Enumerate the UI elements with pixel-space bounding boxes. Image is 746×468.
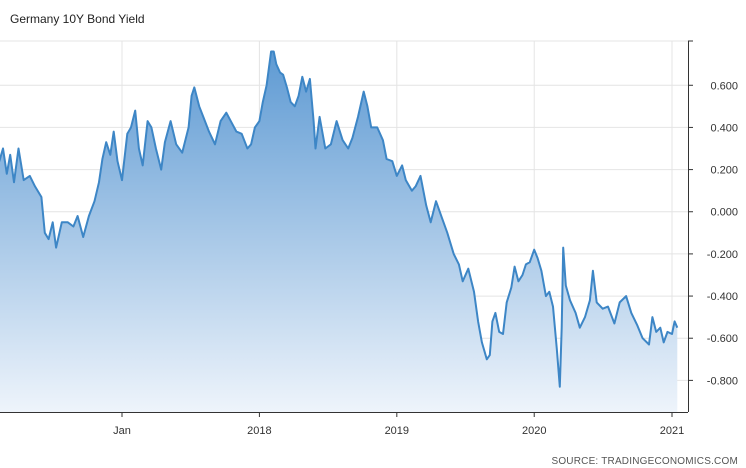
x-tick-label: 2020 — [522, 425, 546, 437]
source-label: SOURCE: TRADINGECONOMICS.COM — [551, 456, 738, 467]
axes — [0, 41, 689, 413]
y-tick-label: 0.200 — [710, 165, 738, 177]
x-axis-ticks: Jan 2018 2019 2020 2021 — [113, 412, 684, 437]
y-tick-label: -0.800 — [707, 375, 738, 387]
x-tick-label: Jan — [113, 425, 131, 437]
yield-series-line — [0, 50, 679, 388]
yield-area-fill — [0, 51, 678, 412]
y-tick-label: 0.000 — [710, 207, 738, 219]
y-tick-label: 0.400 — [710, 122, 738, 134]
x-tick-label: 2019 — [385, 425, 409, 437]
y-tick-label: 0.600 — [710, 80, 738, 92]
chart-title: Germany 10Y Bond Yield — [10, 12, 145, 26]
x-tick-label: 2021 — [660, 425, 684, 437]
y-axis-ticks: 0.600 0.400 0.200 0.000 -0.200 -0.400 -0.600 -0… — [688, 40, 738, 387]
x-tick-label: 2018 — [247, 425, 271, 437]
y-tick-label: -0.400 — [707, 291, 738, 303]
y-tick-label: -0.600 — [707, 333, 738, 345]
y-tick-label: -0.200 — [707, 249, 738, 261]
